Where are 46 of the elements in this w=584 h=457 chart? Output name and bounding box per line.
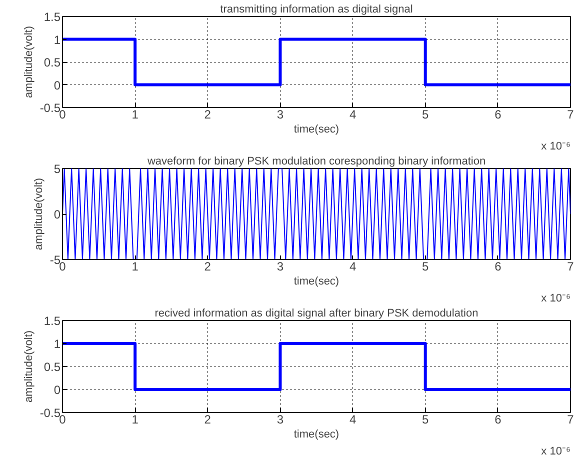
y-axis-title: amplitude(volt) — [22, 26, 35, 98]
x-tick-label: 6 — [494, 412, 502, 426]
x-tick-label: 3 — [276, 412, 284, 426]
y-tick-label: 1.5 — [44, 314, 61, 328]
y-tick-label: -5 — [50, 253, 61, 267]
x-axis-title: time(sec) — [294, 276, 340, 288]
chart-title: waveform for binary PSK modulation coresponding binary information — [146, 156, 486, 168]
x-tick-label: 2 — [204, 412, 212, 426]
y-tick-label: 0 — [54, 208, 61, 222]
text: x 10⁻⁶ — [541, 292, 571, 304]
x-tick-label: 1 — [132, 108, 139, 122]
x-tick-label: 4 — [349, 412, 356, 426]
y-tick-label: 0.5 — [44, 360, 61, 374]
y-tick-label: 5 — [54, 162, 61, 176]
x-tick-label: 2 — [204, 260, 212, 274]
chart-title: transmitting information as digital signal — [220, 4, 413, 16]
x-tick-label: 7 — [567, 260, 574, 274]
x-tick-label: 7 — [567, 108, 574, 122]
x-tick-label: 1 — [132, 260, 139, 274]
y-tick-label: 1.5 — [44, 10, 61, 24]
x-tick-label: 6 — [494, 260, 502, 274]
x-tick-label: 5 — [422, 260, 430, 274]
x-tick-label: 5 — [422, 108, 430, 122]
y-tick-label: 0 — [54, 383, 61, 397]
y-axis-title: amplitude(volt) — [32, 178, 45, 250]
y-axis-title: amplitude(volt) — [22, 330, 35, 403]
x-tick-label: 5 — [422, 412, 430, 426]
x-tick-label: 4 — [349, 260, 356, 274]
y-tick-label: -0.5 — [40, 101, 61, 115]
x-tick-label: 3 — [276, 260, 284, 274]
x-tick-label: 3 — [276, 108, 284, 122]
x-tick-label: 4 — [349, 108, 356, 122]
x-tick-label: 2 — [204, 108, 212, 122]
chart-title: recived information as digital signal after binary PSK demodulation — [154, 308, 478, 320]
x-tick-label: 6 — [494, 108, 502, 122]
y-tick-label: -0.5 — [40, 406, 61, 420]
x-axis-title: time(sec) — [294, 428, 340, 440]
x-axis-title: time(sec) — [294, 124, 340, 136]
y-tick-label: 0 — [54, 78, 61, 92]
y-tick-label: 1 — [54, 32, 61, 47]
x-tick-label: 1 — [132, 412, 139, 426]
text: x 10⁻⁶ — [541, 446, 571, 457]
y-tick-label: 1 — [54, 337, 61, 351]
x-tick-label: 7 — [567, 412, 574, 426]
y-tick-label: 0.5 — [44, 56, 61, 70]
text: x 10⁻⁶ — [541, 140, 571, 152]
